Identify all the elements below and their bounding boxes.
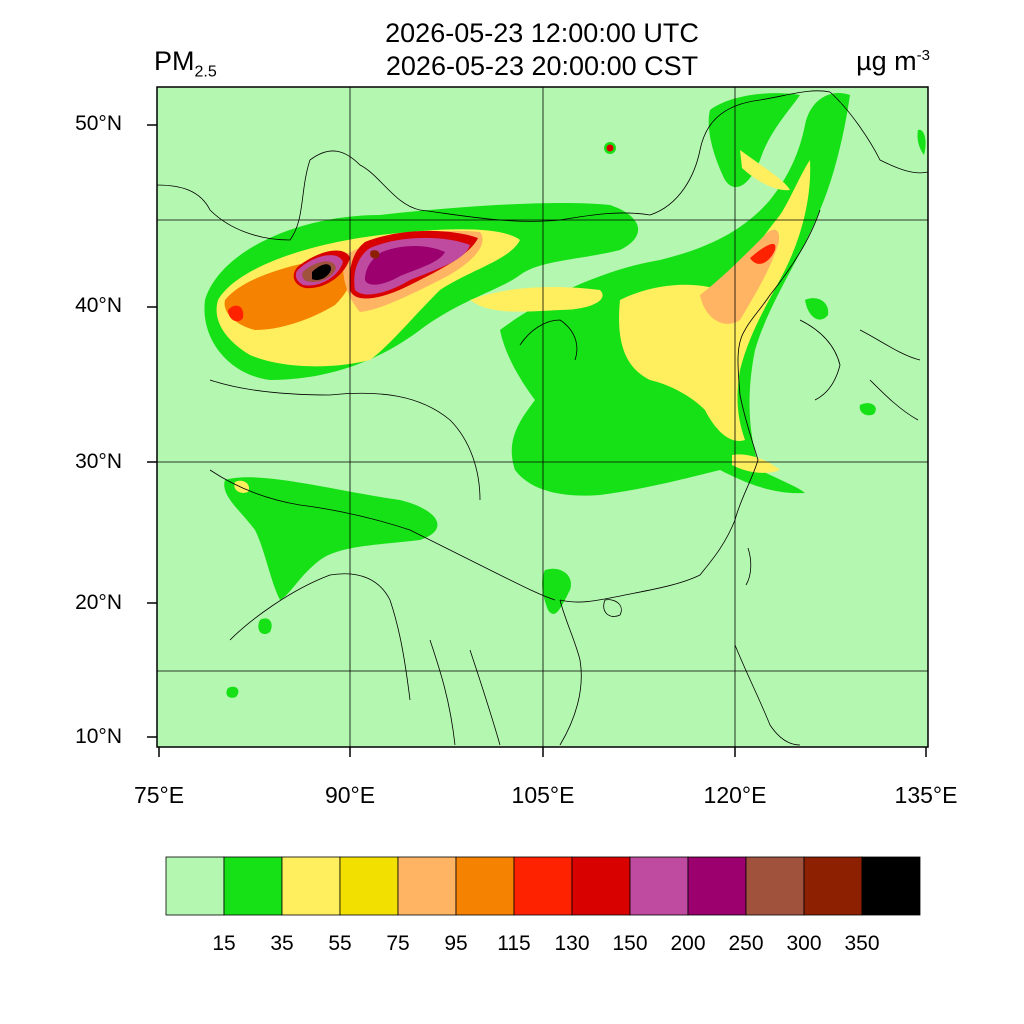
- title-utc: 2026-05-23 12:00:00 UTC: [385, 18, 699, 48]
- plume-yellow-shanghai: [732, 454, 780, 473]
- lon-label-105: 105°E: [511, 782, 575, 808]
- colorbar-label: 55: [328, 932, 352, 955]
- plume-black-core: [312, 264, 332, 280]
- colorbar-label: 250: [728, 932, 764, 955]
- colorbar-label: 15: [212, 932, 236, 955]
- colorbar-label: 150: [612, 932, 648, 955]
- plume-green-patch3: [859, 403, 876, 416]
- colorbar-swatch: [223, 856, 283, 916]
- graticule: [157, 87, 928, 747]
- colorbar-swatch: [455, 856, 515, 916]
- boundaries: [157, 90, 928, 746]
- colorbar-label: 35: [270, 932, 294, 955]
- plume-red-east: [750, 243, 776, 264]
- colorbar-label: 130: [554, 932, 590, 955]
- plume-yellow-mid: [470, 287, 603, 312]
- colorbar-label: 200: [670, 932, 706, 955]
- lat-label-10: 10°N: [75, 725, 122, 748]
- colorbar-label: 95: [444, 932, 468, 955]
- plume-green-patch1: [258, 618, 272, 635]
- plume-green-patch5: [805, 298, 829, 320]
- plume-brown-dot: [370, 250, 380, 259]
- title-cst: 2026-05-23 20:00:00 CST: [385, 51, 699, 81]
- colorbar-swatch: [165, 856, 225, 916]
- colorbar-swatch: [397, 856, 457, 916]
- colorbar-label: 300: [786, 932, 822, 955]
- plume-green-south: [224, 477, 438, 600]
- colorbar-swatch: [339, 856, 399, 916]
- lon-label-90: 90°E: [324, 782, 376, 808]
- colorbar-swatch: [861, 856, 921, 916]
- colorbar-label: 75: [386, 932, 410, 955]
- colorbar-swatch: [629, 856, 689, 916]
- plume-purple-core-dark: [365, 245, 445, 285]
- units-label: µg m-3: [856, 46, 930, 76]
- colorbar-swatch: [803, 856, 863, 916]
- lat-label-50: 50°N: [75, 112, 122, 135]
- plume-red-west: [228, 305, 244, 322]
- lat-label-40: 40°N: [75, 294, 122, 317]
- colorbar-swatch: [687, 856, 747, 916]
- colorbar-swatch: [745, 856, 805, 916]
- plume-green-patch4: [917, 129, 926, 155]
- lat-label-20: 20°N: [75, 591, 122, 614]
- plume-yellow-north: [740, 150, 790, 191]
- colorbar-swatch: [571, 856, 631, 916]
- variable-label: PM2.5: [154, 46, 217, 81]
- colorbar-swatch: [281, 856, 341, 916]
- plume-yellow-india: [234, 480, 249, 493]
- lat-label-30: 30°N: [75, 450, 122, 473]
- lon-label-120: 120°E: [703, 782, 767, 808]
- plume-green-northeast: [708, 93, 800, 188]
- plume-green-patch2: [226, 686, 239, 698]
- colorbar-label: 350: [844, 932, 880, 955]
- colorbar: [165, 856, 921, 916]
- lon-label-135: 135°E: [894, 782, 958, 808]
- plume-green-gulf: [542, 568, 571, 614]
- axis-ticks: [147, 124, 927, 757]
- colorbar-swatch: [513, 856, 573, 916]
- colorbar-label: 115: [497, 932, 531, 955]
- lon-label-75: 75°E: [133, 782, 185, 808]
